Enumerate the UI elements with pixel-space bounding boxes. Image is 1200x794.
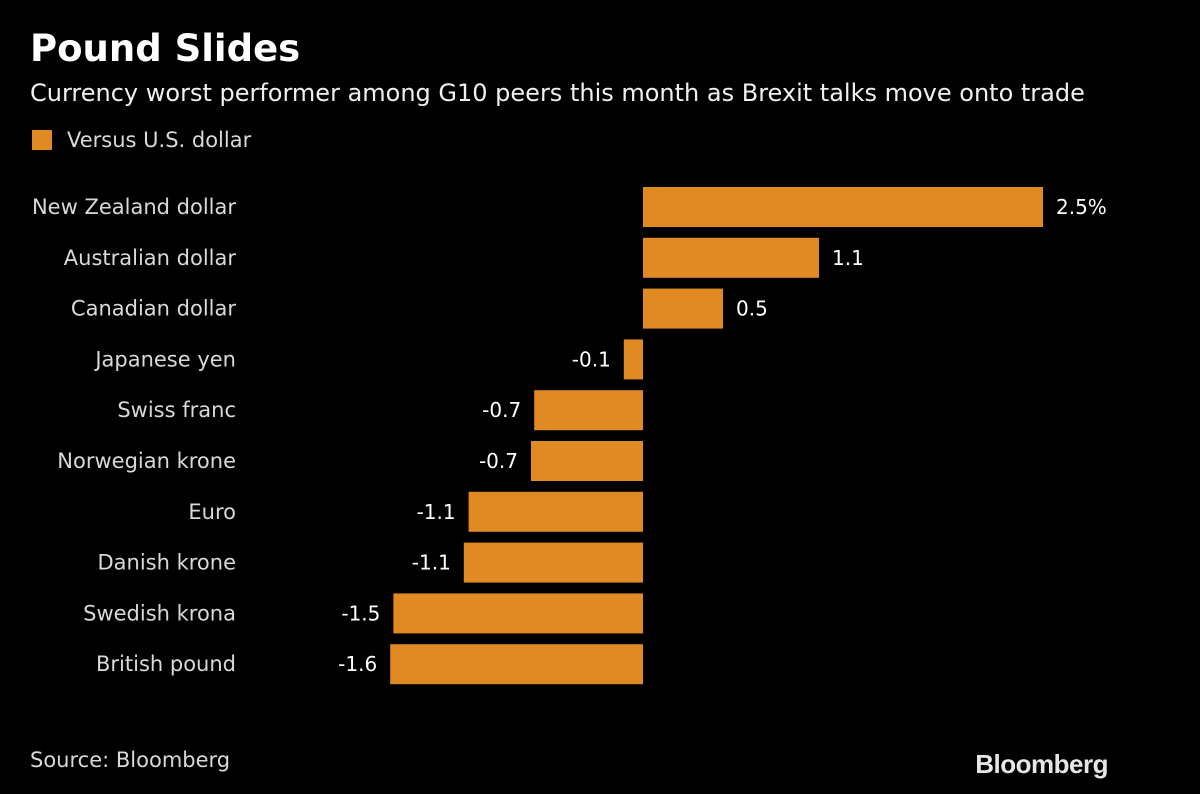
category-label: Canadian dollar	[71, 297, 236, 321]
bar	[390, 644, 643, 685]
bars-group	[390, 187, 1043, 685]
chart-title: Pound Slides	[30, 27, 301, 70]
category-labels-group: New Zealand dollar Australian dollar Canad…	[32, 195, 236, 676]
category-label: Euro	[188, 500, 236, 524]
data-label: 0.5	[736, 297, 768, 321]
bar	[393, 593, 643, 634]
bar	[643, 237, 819, 278]
bloomberg-logo: Bloomberg	[975, 749, 1108, 779]
source-note: Source: Bloomberg	[30, 748, 231, 772]
data-label: -0.7	[479, 449, 518, 473]
category-label: British pound	[96, 652, 236, 676]
bar	[643, 187, 1043, 227]
bar	[643, 288, 723, 329]
category-label: Norwegian krone	[57, 449, 236, 473]
legend: Versus U.S. dollar	[32, 126, 251, 154]
data-label: -0.1	[572, 347, 611, 371]
data-label: 2.5%	[1056, 195, 1107, 219]
legend-swatch	[32, 130, 52, 150]
bar	[531, 441, 643, 481]
bar	[463, 542, 643, 583]
bar	[623, 339, 643, 380]
category-label: Swiss franc	[117, 398, 236, 422]
chart-subtitle: Currency worst performer among G10 peers…	[30, 79, 1085, 107]
data-label: 1.1	[832, 246, 864, 270]
category-label: New Zealand dollar	[32, 195, 236, 219]
data-label: -0.7	[482, 398, 521, 422]
legend-label: Versus U.S. dollar	[67, 128, 252, 152]
data-label: -1.1	[412, 551, 451, 575]
data-labels-group: 2.5% 1.1 0.5 -0.1 -0.7 -0.7 -1.1 -1.1 -1.5 -1.6	[338, 195, 1107, 676]
data-label: -1.6	[338, 652, 377, 676]
data-label: -1.5	[341, 601, 380, 625]
category-label: Australian dollar	[64, 246, 237, 270]
bar	[534, 390, 643, 431]
category-label: Swedish krona	[83, 601, 236, 625]
data-label: -1.1	[417, 500, 456, 524]
category-label: Japanese yen	[93, 347, 236, 371]
category-label: Danish krone	[97, 551, 236, 575]
bar	[468, 491, 643, 532]
